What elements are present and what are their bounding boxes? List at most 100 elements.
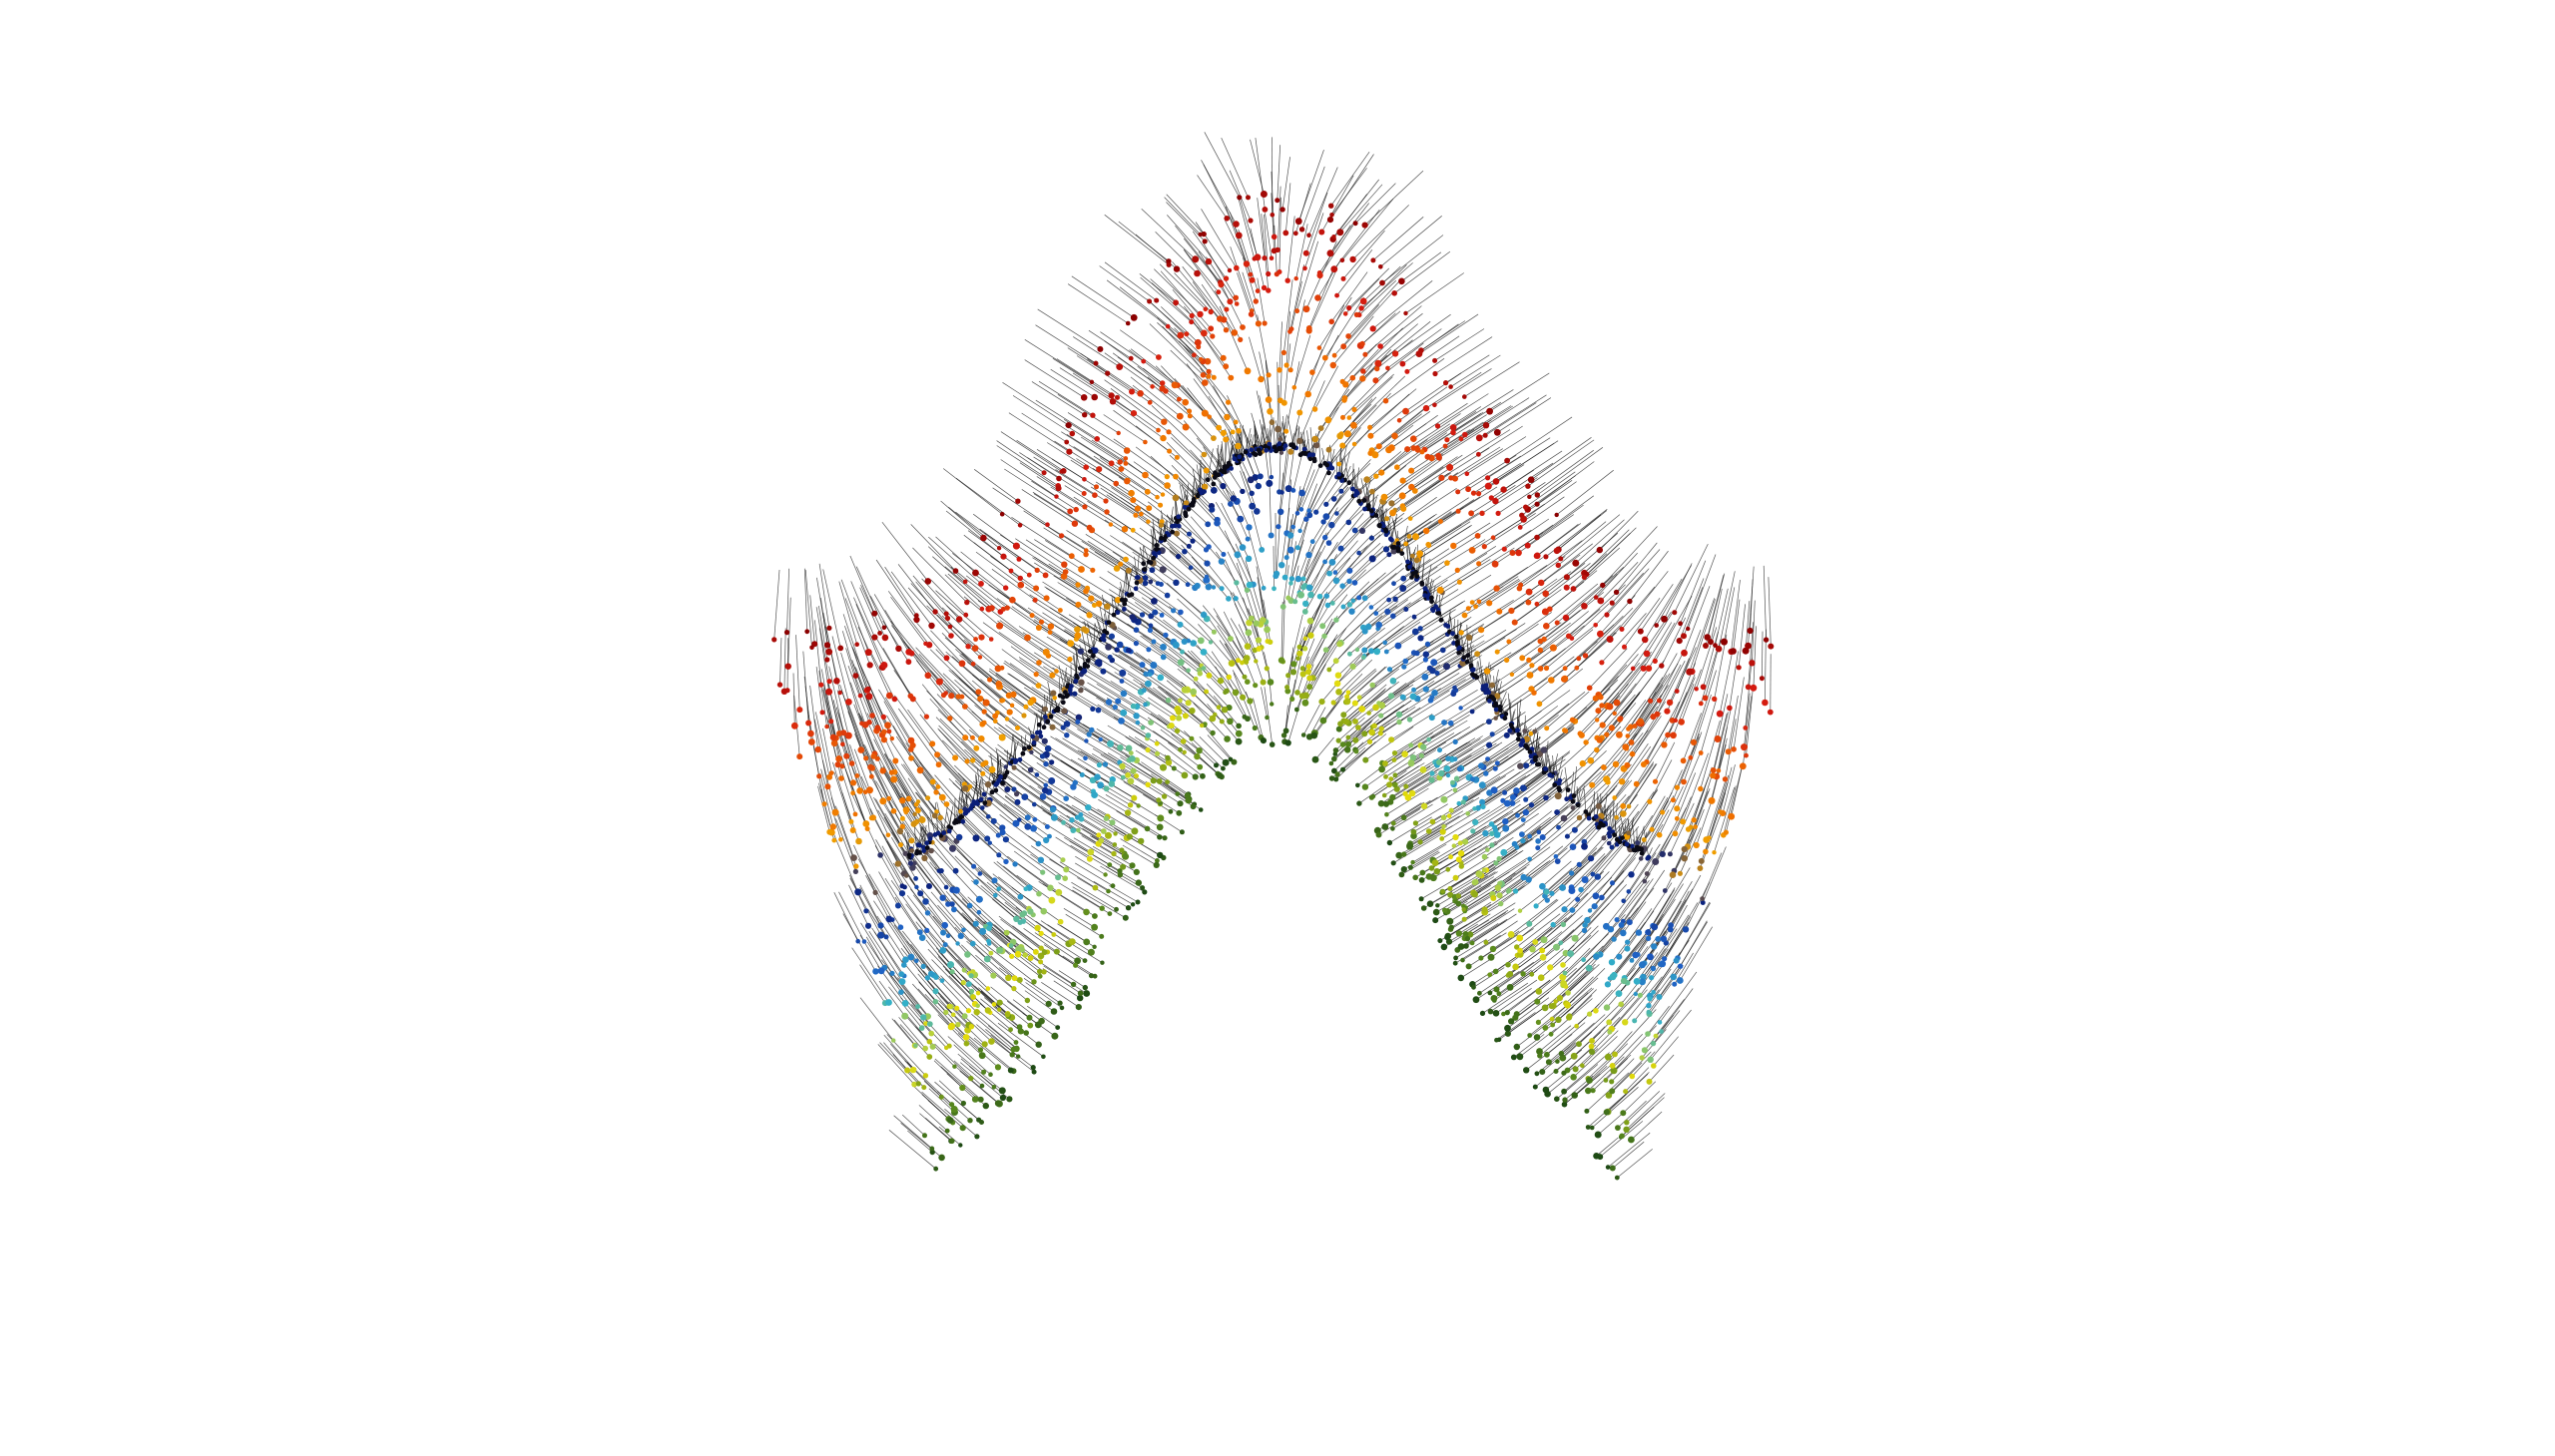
particle-dot (996, 622, 1004, 630)
particle-stem (886, 715, 912, 758)
particle-stem (970, 939, 1015, 979)
particle-stem (945, 890, 977, 925)
particle-dot (924, 910, 931, 916)
particle-dot (943, 884, 949, 890)
particle-stem (1111, 597, 1115, 616)
particle-stem (1329, 154, 1374, 221)
particle-dot (1549, 890, 1555, 896)
particle-dot (1043, 760, 1049, 767)
particle-dot (981, 1069, 987, 1075)
particle-stem (1541, 915, 1583, 951)
particle-dot (949, 844, 956, 852)
particle-stem (1010, 733, 1014, 763)
particle-dot (1330, 265, 1338, 273)
particle-stem (1752, 600, 1756, 664)
particle-stem (967, 896, 1007, 933)
particle-stem (1107, 571, 1155, 602)
particle-dot (1074, 957, 1081, 965)
particle-stem (1237, 272, 1253, 315)
particle-dot (1302, 646, 1308, 652)
particle-dot (1669, 718, 1676, 724)
particle-dot (1515, 549, 1522, 557)
particle-stem (1395, 520, 1432, 545)
particle-stem (909, 855, 955, 910)
particle-stem (1135, 704, 1170, 728)
particle-dot (1173, 299, 1179, 306)
particle-stem (1548, 758, 1551, 775)
particle-dot (1198, 807, 1204, 812)
particle-stem (1563, 876, 1613, 925)
particle-stem (1552, 754, 1556, 785)
particle-dot (1368, 555, 1376, 563)
particle-stem (1340, 501, 1388, 549)
particle-dot (913, 616, 920, 624)
particle-stem (1413, 815, 1447, 837)
particle-stem (1347, 278, 1401, 337)
particle-stem (1342, 581, 1370, 608)
particle-dot (1500, 797, 1506, 803)
particle-dot (1554, 1096, 1560, 1102)
particle-dot (1383, 774, 1388, 779)
particle-dot (1408, 742, 1414, 748)
particle-dot (1000, 553, 1007, 560)
particle-dot (1246, 195, 1251, 201)
particle-dot (877, 922, 884, 929)
particle-stem (831, 636, 849, 703)
particle-stem (917, 988, 952, 1027)
particle-stem (1608, 1031, 1633, 1058)
particle-stem (1612, 1033, 1643, 1067)
particle-stem (1295, 224, 1308, 279)
particle-dot (1553, 999, 1558, 1004)
particle-stem (1459, 622, 1461, 649)
particle-dot (1584, 1108, 1590, 1114)
particle-stem (1579, 817, 1622, 865)
particle-dot (1362, 756, 1369, 763)
particle-stem (938, 1000, 985, 1045)
particle-dot (1613, 699, 1621, 707)
particle-stem (1058, 677, 1061, 697)
particle-stem (1331, 511, 1378, 563)
particle-stem (875, 798, 901, 845)
particle-dot (1560, 921, 1567, 928)
particle-stem (1575, 519, 1625, 564)
particle-dot (1587, 1011, 1593, 1017)
particle-stem (1497, 397, 1552, 433)
particle-stem (1617, 1149, 1653, 1179)
particle-dot (1496, 855, 1502, 862)
particle-dot (1141, 688, 1147, 694)
particle-stem (1109, 821, 1142, 842)
particle-dot (1096, 832, 1102, 838)
particle-dot (1135, 899, 1141, 905)
particle-stem (1338, 446, 1341, 475)
particle-dot (1697, 865, 1704, 871)
particle-dot (1179, 829, 1185, 835)
particle-stem (1001, 1002, 1031, 1026)
particle-stem (1052, 357, 1112, 396)
particle-stem (1029, 784, 1082, 820)
particle-stem (1746, 684, 1755, 756)
particle-stem (1340, 462, 1371, 492)
particle-dot (1457, 974, 1465, 982)
particle-stem (1040, 793, 1078, 818)
particle-dot (1165, 779, 1170, 784)
particle-dot (1332, 570, 1338, 575)
particle-dot (1639, 1055, 1645, 1061)
particle-stem (1155, 232, 1198, 274)
particle-stem (1077, 877, 1129, 909)
particle-dot (1148, 623, 1154, 629)
particle-dot (1331, 235, 1336, 240)
particle-stem (1172, 288, 1214, 337)
particle-dot (824, 657, 830, 663)
particle-dot (1419, 869, 1426, 876)
particle-dot (1473, 604, 1478, 610)
particle-stem (1625, 685, 1669, 747)
particle-dot (1386, 667, 1393, 673)
particle-dot (1177, 800, 1184, 807)
particle-dot (1254, 659, 1259, 664)
particle-dot (894, 860, 901, 867)
particle-stem (1475, 786, 1530, 823)
particle-stem (1667, 692, 1688, 735)
particle-stem (1377, 320, 1431, 364)
particle-dot (1186, 668, 1191, 674)
particle-dot (1722, 776, 1729, 782)
